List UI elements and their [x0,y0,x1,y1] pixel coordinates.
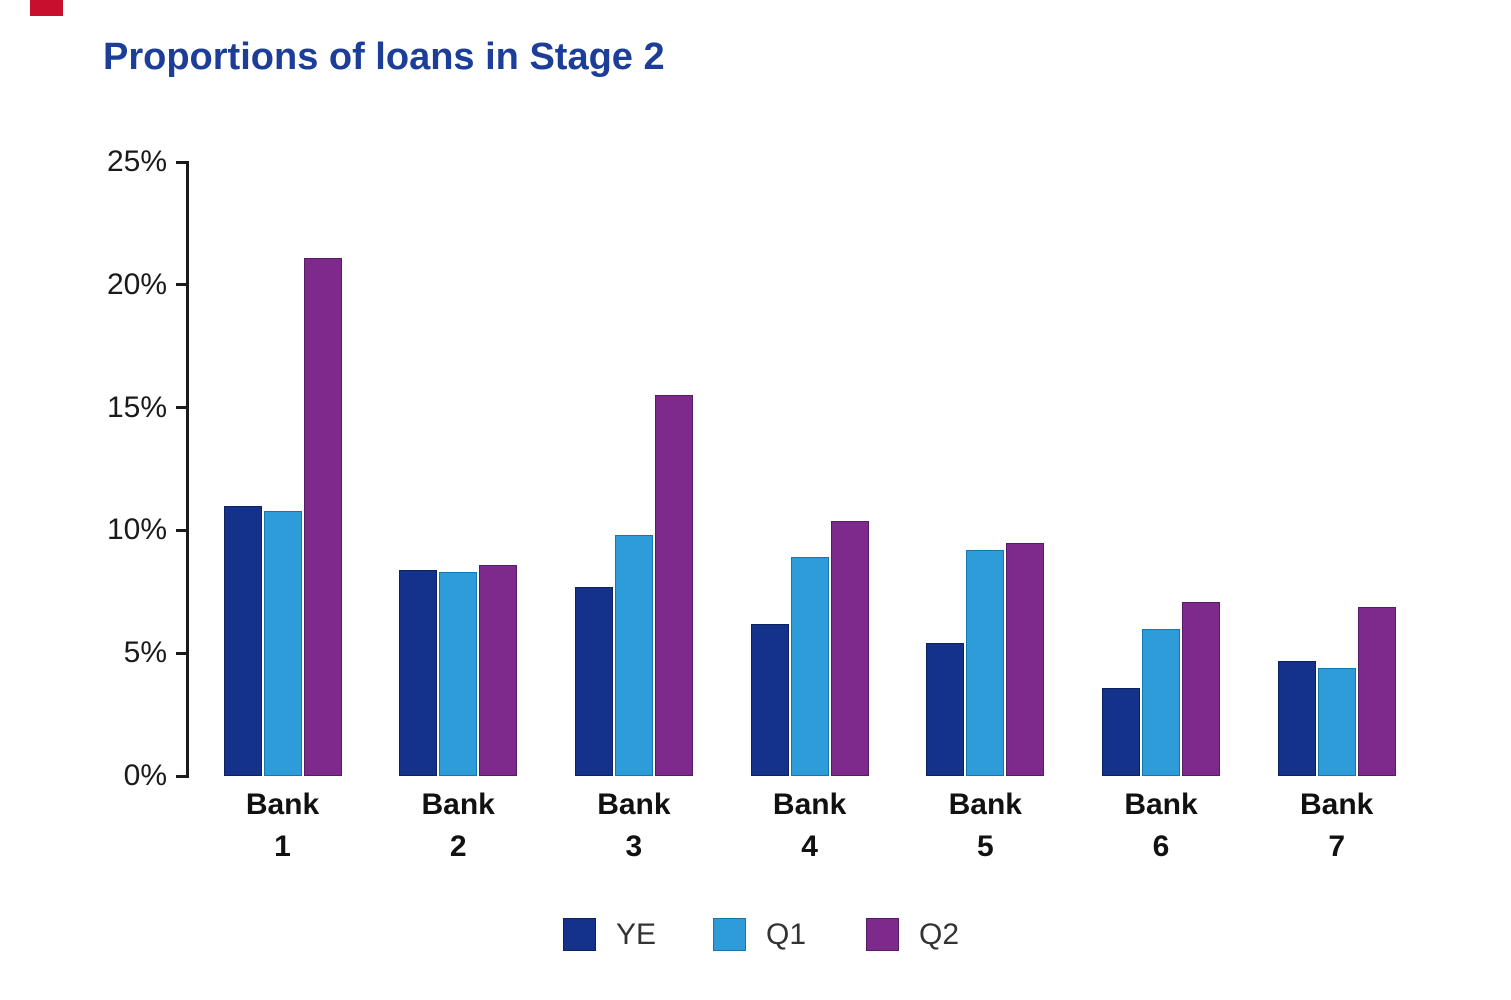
y-axis-line [186,160,189,778]
bar-q2-3 [654,395,693,776]
x-category-label: Bank 2 [421,788,495,863]
bar-ye-1 [223,505,262,776]
chart-title: Proportions of loans in Stage 2 [103,36,665,78]
bar-ye-6 [1102,687,1140,776]
y-tick-label: 0% [123,759,167,792]
bar-q1-5 [966,550,1005,776]
x-category-label: Bank 1 [245,788,320,863]
bar-q1-3 [614,535,653,776]
bar-q2-7 [1357,606,1396,776]
x-category-label: Bank 4 [772,788,847,863]
legend-item-q2: Q2 [866,912,959,957]
legend-label-q2: Q2 [919,917,960,951]
bar-q1-1 [263,510,302,776]
bar-ye-4 [750,623,789,776]
bar-q1-7 [1317,667,1356,776]
y-tick [176,160,186,164]
x-category-label: Bank 6 [1124,788,1198,863]
bar-q2-2 [479,564,518,776]
legend-swatch-q2 [866,918,899,951]
x-category-label: Bank 3 [597,788,671,863]
y-tick [176,406,186,410]
y-tick-label: 20% [106,267,167,301]
legend-label-q1: Q1 [766,917,807,951]
bar-q1-6 [1142,628,1180,776]
legend: YE Q1 Q2 [0,912,1511,957]
bar-q2-6 [1182,601,1220,776]
bar-q1-2 [439,572,478,776]
bar-ye-2 [399,569,438,776]
legend-label-ye: YE [616,917,657,951]
bar-ye-7 [1277,660,1316,776]
red-mark [30,0,63,16]
bar-q2-1 [303,257,342,776]
legend-swatch-q1 [713,918,746,951]
y-tick [176,528,186,532]
bar-q2-4 [830,520,869,776]
y-tick [176,651,186,655]
bar-q1-4 [790,557,829,776]
x-category-label: Bank 5 [948,788,1022,863]
y-tick-label: 25% [106,145,167,178]
bar-q2-5 [1006,542,1045,776]
bar-ye-3 [574,586,613,776]
y-tick [176,774,186,778]
bar-ye-5 [926,643,965,776]
legend-swatch-ye [563,918,596,951]
x-category-label: Bank 7 [1300,788,1374,863]
legend-item-ye: YE [563,912,656,957]
y-tick [176,283,186,287]
y-tick-label: 15% [106,390,167,424]
y-tick-label: 5% [123,636,167,670]
legend-item-q1: Q1 [713,912,806,957]
y-tick-label: 10% [106,513,167,547]
